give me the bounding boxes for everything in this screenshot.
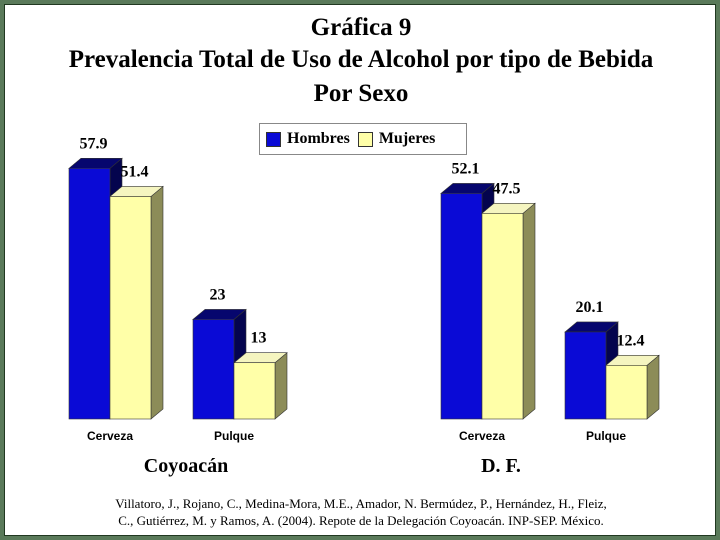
chart-title-line-1: Gráfica 9	[310, 14, 412, 41]
value-label-1-1-1: 12.4	[617, 332, 645, 349]
bar-0-0-1-side	[150, 185, 164, 420]
group-label-0: Coyoacán	[144, 455, 228, 477]
legend: Hombres Mujeres	[259, 123, 467, 155]
bar-1-1-0-front	[564, 331, 607, 420]
legend-item-hombres: Hombres	[266, 130, 350, 148]
citation-line-2: C., Gutiérrez, M. y Ramos, A. (2004). Re…	[118, 513, 604, 528]
bar-0-1-0-front	[192, 319, 235, 420]
chart-title-line-3: Por Sexo	[313, 80, 409, 107]
group-label-1: D. F.	[481, 455, 521, 477]
citation-line-1: Villatoro, J., Rojano, C., Medina-Mora, …	[115, 496, 607, 511]
category-label-0-1: Pulque	[214, 429, 254, 443]
bar-0-1-1-front	[233, 362, 276, 420]
category-label-1-1: Pulque	[586, 429, 626, 443]
legend-swatch-hombres	[266, 131, 281, 147]
legend-label-hombres: Hombres	[287, 130, 350, 147]
bar-1-0-1-side	[522, 202, 536, 420]
legend-label-mujeres: Mujeres	[378, 130, 436, 147]
value-label-0-0-0: 57.9	[80, 135, 108, 152]
legend-swatch-mujeres	[357, 131, 373, 147]
category-label-1-0: Cerveza	[459, 429, 505, 443]
bar-0-0-0-front	[68, 167, 111, 420]
chart-title-line-2: Prevalencia Total de Uso de Alcohol por …	[68, 46, 654, 73]
category-label-0-0: Cerveza	[87, 429, 133, 443]
bar-1-0-0-front	[440, 193, 483, 420]
bar-1-1-1-side	[646, 354, 660, 420]
citation: Villatoro, J., Rojano, C., Medina-Mora, …	[25, 495, 697, 529]
bar-0-0-1-front	[109, 196, 152, 420]
legend-item-mujeres: Mujeres	[357, 130, 436, 148]
value-label-1-0-0: 52.1	[452, 160, 480, 177]
value-label-0-1-0: 23	[210, 286, 226, 303]
slide: Gráfica 9 Prevalencia Total de Uso de Al…	[4, 4, 716, 536]
bar-chart: 57.9 51.4 Cerveza 23 13 Pulque Coyoacán 52.1 47.…	[68, 135, 660, 477]
value-label-1-1-0: 20.1	[576, 299, 604, 316]
value-label-1-0-1: 47.5	[493, 180, 521, 197]
value-label-0-0-1: 51.4	[121, 163, 149, 180]
bar-1-0-1-front	[481, 213, 524, 420]
bar-1-1-1-front	[605, 365, 648, 420]
bar-0-1-1-side	[274, 352, 288, 420]
value-label-0-1-1: 13	[251, 330, 267, 347]
